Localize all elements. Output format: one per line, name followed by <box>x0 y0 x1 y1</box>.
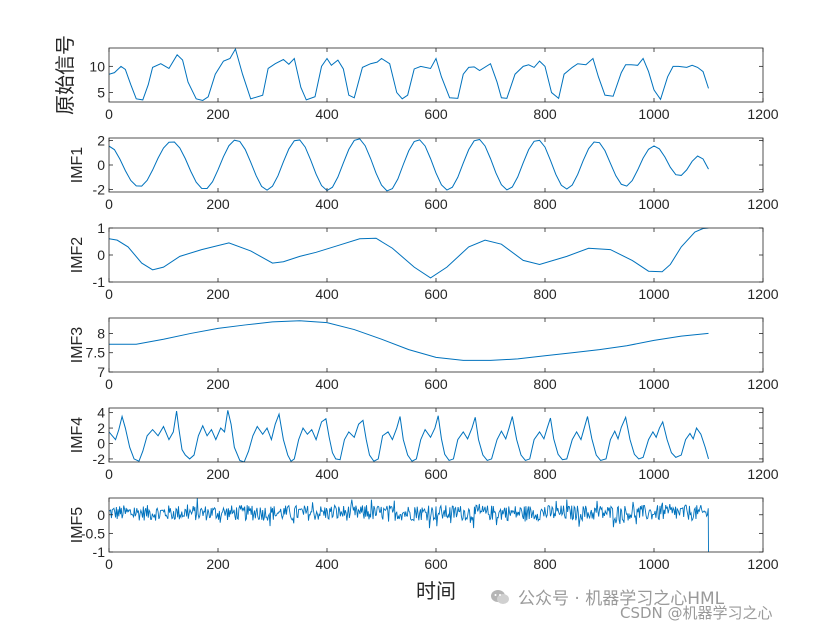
x-tick-label: 800 <box>533 376 557 392</box>
subplot-1: 0 200 400 600 800 1000 1200 5 10 原始信号 <box>53 35 779 122</box>
watermark-text-1: 公众号 · 机器学习之心HML <box>518 589 725 609</box>
series-line-2-1 <box>109 138 709 192</box>
x-tick-label: 200 <box>206 286 230 302</box>
series-line-3-1 <box>109 228 709 279</box>
y-tick-label: -0.5 <box>81 525 105 541</box>
x-tick-label: 400 <box>315 106 339 122</box>
y-axis-label-3: IMF2 <box>69 237 86 274</box>
y-axis-label-5: IMF4 <box>69 417 86 454</box>
x-tick-label: 0 <box>105 106 113 122</box>
x-tick-label: 400 <box>315 196 339 212</box>
y-axis-label-6: IMF5 <box>69 507 86 544</box>
x-tick-label: 1000 <box>638 556 669 572</box>
y-axis-label-2: IMF1 <box>69 147 86 184</box>
x-tick-label: 0 <box>105 286 113 302</box>
y-tick-label: -1 <box>93 544 106 560</box>
series-line-1-1 <box>109 48 709 101</box>
y-tick-label: -1 <box>93 274 106 290</box>
y-tick-label: 0 <box>97 247 105 263</box>
x-tick-label: 0 <box>105 466 113 482</box>
y-tick-label: 0 <box>97 157 105 173</box>
y-axis-label-4: IMF3 <box>69 327 86 364</box>
x-tick-label: 1000 <box>638 106 669 122</box>
x-tick-label: 400 <box>315 556 339 572</box>
x-tick-label: 600 <box>424 106 448 122</box>
y-tick-label: 10 <box>89 58 105 74</box>
y-tick-label: 1 <box>97 220 105 236</box>
x-tick-label: 600 <box>424 466 448 482</box>
x-tick-label: 200 <box>206 466 230 482</box>
axes-box-6 <box>108 497 764 553</box>
x-tick-label: 600 <box>424 196 448 212</box>
x-tick-label: 800 <box>533 556 557 572</box>
y-tick-label: 0 <box>97 507 105 523</box>
x-tick-label: 0 <box>105 376 113 392</box>
y-tick-label: 7 <box>97 364 105 380</box>
x-tick-label: 1200 <box>747 556 778 572</box>
x-tick-label: 1200 <box>747 466 778 482</box>
y-tick-label: -2 <box>93 451 106 467</box>
x-tick-label: 600 <box>424 556 448 572</box>
x-tick-label: 200 <box>206 106 230 122</box>
subplot-4: 0 200 400 600 800 1000 1200 7 7.5 8 IMF3 <box>69 317 779 392</box>
x-tick-label: 1000 <box>638 466 669 482</box>
x-tick-label: 1200 <box>747 106 778 122</box>
x-tick-label: 800 <box>533 286 557 302</box>
x-tick-label: 1200 <box>747 196 778 212</box>
y-tick-label: 4 <box>97 405 105 421</box>
x-tick-label: 1000 <box>638 376 669 392</box>
y-tick-label: 0 <box>97 435 105 451</box>
wechat-icon <box>491 589 509 604</box>
axes-box-4 <box>108 317 764 373</box>
y-tick-label: 2 <box>97 132 105 148</box>
x-tick-label: 200 <box>206 376 230 392</box>
y-tick-label: 7.5 <box>86 345 106 361</box>
x-tick-label: 600 <box>424 286 448 302</box>
y-tick-label: 5 <box>97 85 105 101</box>
x-tick-label: 800 <box>533 196 557 212</box>
series-line-5-1 <box>109 410 709 462</box>
y-tick-label: 2 <box>97 420 105 436</box>
watermark-line1: 公众号 · 机器学习之心HML <box>490 584 724 609</box>
axes-box-1 <box>108 47 764 103</box>
x-tick-label: 1000 <box>638 196 669 212</box>
x-tick-label: 1000 <box>638 286 669 302</box>
y-tick-label: -2 <box>93 182 106 198</box>
x-tick-label: 400 <box>315 376 339 392</box>
x-tick-label: 400 <box>315 466 339 482</box>
x-tick-label: 200 <box>206 196 230 212</box>
x-tick-label: 0 <box>105 196 113 212</box>
watermark-line2: CSDN @机器学习之心 <box>620 604 773 622</box>
x-axis-label: 时间 <box>416 579 456 603</box>
x-tick-label: 600 <box>424 376 448 392</box>
series-line-6-1 <box>109 498 709 552</box>
series-line-4-1 <box>109 320 709 361</box>
x-tick-label: 400 <box>315 286 339 302</box>
x-tick-label: 800 <box>533 466 557 482</box>
x-tick-label: 1200 <box>747 376 778 392</box>
x-tick-label: 200 <box>206 556 230 572</box>
x-tick-label: 800 <box>533 106 557 122</box>
x-tick-label: 0 <box>105 556 113 572</box>
axes-box-2 <box>108 137 764 193</box>
x-tick-label: 1200 <box>747 286 778 302</box>
y-tick-label: 8 <box>97 325 105 341</box>
y-axis-label-1: 原始信号 <box>53 35 77 115</box>
